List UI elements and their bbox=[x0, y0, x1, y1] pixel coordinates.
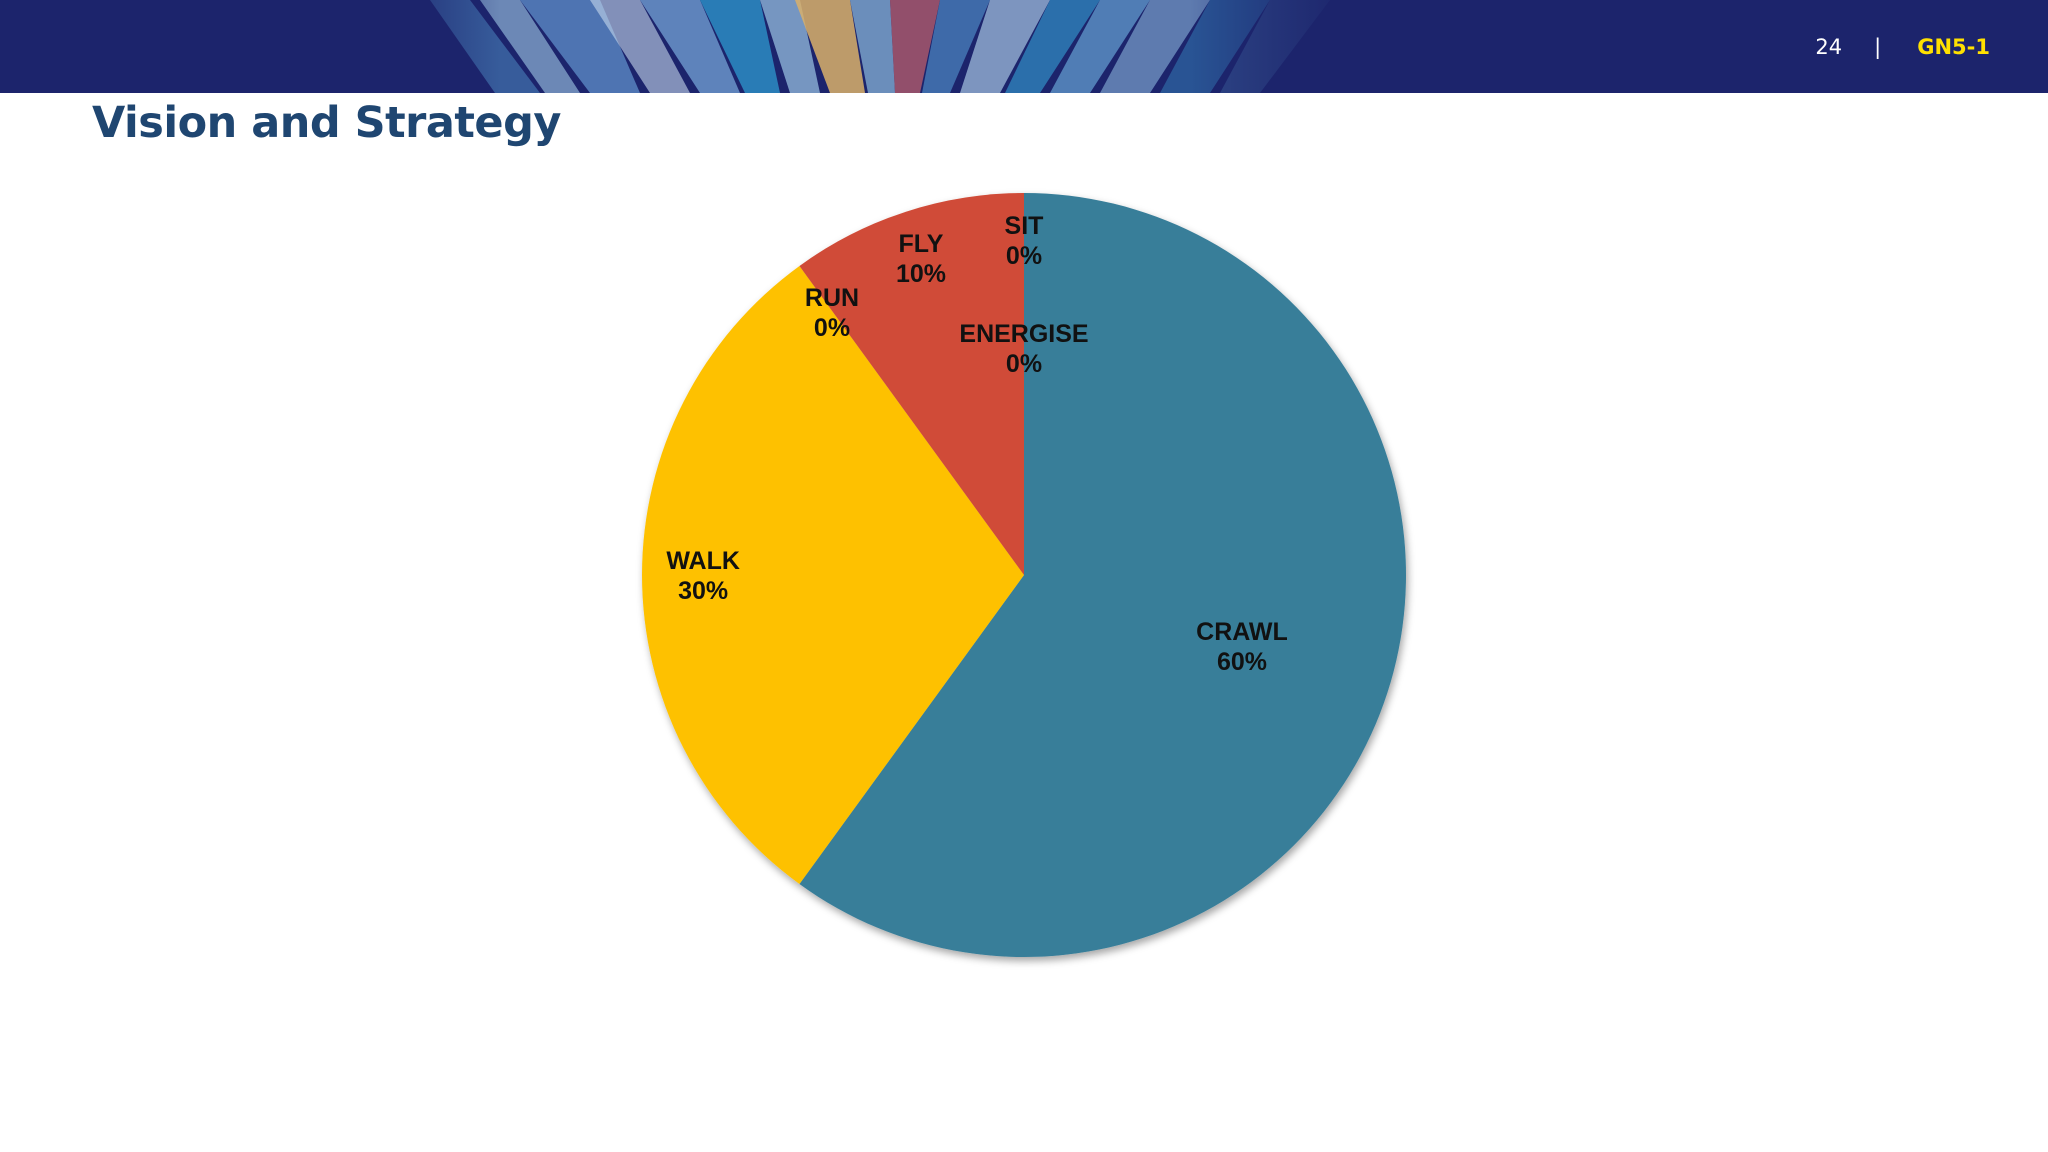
header-rays-graphic bbox=[360, 0, 1350, 93]
pie-label-name: WALK bbox=[666, 547, 740, 575]
pie-label-name: SIT bbox=[1005, 212, 1044, 240]
pie-label-value: 0% bbox=[814, 314, 850, 342]
pie-label-run: RUN 0% bbox=[805, 284, 859, 342]
pie-label-fly: FLY 10% bbox=[896, 230, 946, 288]
pie-label-walk: WALK 30% bbox=[666, 547, 740, 605]
pie-label-name: ENERGISE bbox=[959, 320, 1088, 348]
pie-slice-walk bbox=[641, 265, 1024, 885]
pie-slice-crawl bbox=[799, 193, 1407, 958]
pie-label-value: 10% bbox=[896, 260, 946, 288]
pie-label-sit: SIT 0% bbox=[1005, 212, 1044, 270]
pie-label-value: 60% bbox=[1217, 648, 1267, 676]
page-meta: 24 | GN5-1 bbox=[1815, 30, 1990, 64]
pie-label-value: 0% bbox=[1006, 242, 1042, 270]
page-meta-separator: | bbox=[1874, 35, 1882, 59]
pie-label-value: 0% bbox=[1006, 350, 1042, 378]
header-band: 24 | GN5-1 bbox=[0, 0, 2048, 93]
document-code: GN5-1 bbox=[1917, 35, 1990, 59]
page-number: 24 bbox=[1815, 35, 1843, 59]
pie-label-name: RUN bbox=[805, 284, 859, 312]
pie-slice-fly bbox=[799, 193, 1024, 575]
pie-label-value: 30% bbox=[678, 577, 728, 605]
pie-label-name: CRAWL bbox=[1196, 618, 1288, 646]
pie-label-name: FLY bbox=[899, 230, 944, 258]
page-title: Vision and Strategy bbox=[92, 98, 561, 148]
pie-label-crawl: CRAWL 60% bbox=[1196, 618, 1288, 676]
pie-label-energise: ENERGISE 0% bbox=[959, 320, 1088, 378]
